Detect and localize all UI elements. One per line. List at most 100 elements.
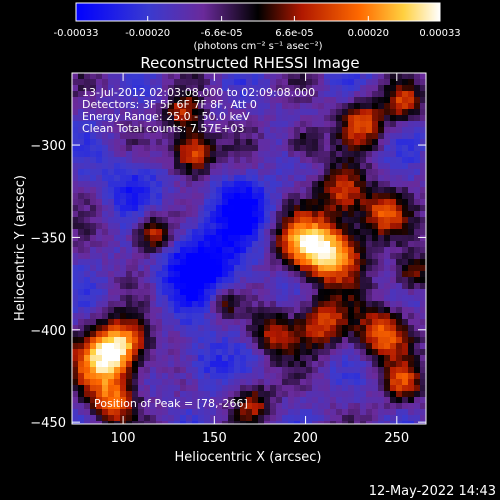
image-pixel	[102, 277, 108, 283]
image-pixel	[174, 217, 180, 223]
image-pixel	[174, 223, 180, 229]
image-pixel	[108, 343, 114, 349]
image-pixel	[162, 391, 168, 397]
image-pixel	[126, 349, 132, 355]
image-pixel	[384, 85, 390, 91]
image-pixel	[150, 421, 156, 424]
image-pixel	[102, 163, 108, 169]
image-pixel	[114, 415, 120, 421]
image-pixel	[336, 157, 342, 163]
image-pixel	[216, 337, 222, 343]
image-pixel	[180, 145, 186, 151]
image-pixel	[342, 343, 348, 349]
image-pixel	[396, 253, 402, 259]
image-pixel	[324, 157, 330, 163]
image-pixel	[240, 355, 246, 361]
image-pixel	[132, 373, 138, 379]
image-pixel	[402, 415, 408, 421]
image-pixel	[288, 223, 294, 229]
image-pixel	[414, 259, 420, 265]
image-pixel	[324, 271, 330, 277]
image-pixel	[390, 169, 396, 175]
image-pixel	[198, 403, 204, 409]
image-pixel	[120, 175, 126, 181]
image-pixel	[90, 265, 96, 271]
image-pixel	[270, 103, 276, 109]
image-pixel	[156, 151, 162, 157]
image-pixel	[198, 343, 204, 349]
image-pixel	[150, 259, 156, 265]
image-pixel	[240, 331, 246, 337]
image-pixel	[282, 271, 288, 277]
image-pixel	[84, 349, 90, 355]
image-pixel	[108, 265, 114, 271]
image-pixel	[264, 307, 270, 313]
image-pixel	[402, 115, 408, 121]
image-pixel	[330, 193, 336, 199]
image-pixel	[204, 187, 210, 193]
image-pixel	[96, 325, 102, 331]
image-pixel	[192, 103, 198, 109]
image-pixel	[84, 235, 90, 241]
image-pixel	[234, 385, 240, 391]
image-pixel	[228, 415, 234, 421]
image-pixel	[240, 319, 246, 325]
image-pixel	[228, 277, 234, 283]
image-pixel	[378, 373, 384, 379]
image-pixel	[342, 187, 348, 193]
image-pixel	[138, 157, 144, 163]
image-pixel	[228, 367, 234, 373]
image-pixel	[120, 211, 126, 217]
image-pixel	[414, 349, 420, 355]
image-pixel	[126, 289, 132, 295]
image-pixel	[378, 211, 384, 217]
image-pixel	[204, 223, 210, 229]
image-pixel	[78, 169, 84, 175]
image-pixel	[390, 151, 396, 157]
image-pixel	[420, 289, 426, 295]
image-pixel	[144, 373, 150, 379]
image-pixel	[390, 139, 396, 145]
image-pixel	[240, 205, 246, 211]
image-pixel	[414, 289, 420, 295]
image-pixel	[408, 373, 414, 379]
image-pixel	[354, 85, 360, 91]
image-pixel	[72, 295, 78, 301]
image-pixel	[312, 109, 318, 115]
image-pixel	[102, 91, 108, 97]
image-pixel	[324, 307, 330, 313]
image-pixel	[396, 79, 402, 85]
image-pixel	[150, 241, 156, 247]
image-pixel	[240, 223, 246, 229]
image-pixel	[414, 385, 420, 391]
image-pixel	[132, 145, 138, 151]
image-pixel	[222, 397, 228, 403]
image-pixel	[234, 295, 240, 301]
image-pixel	[144, 241, 150, 247]
image-pixel	[72, 391, 78, 397]
image-pixel	[306, 157, 312, 163]
image-pixel	[108, 361, 114, 367]
image-pixel	[126, 343, 132, 349]
image-pixel	[96, 301, 102, 307]
image-pixel	[72, 199, 78, 205]
image-pixel	[210, 331, 216, 337]
image-pixel	[348, 103, 354, 109]
image-pixel	[96, 163, 102, 169]
image-pixel	[102, 355, 108, 361]
image-pixel	[324, 295, 330, 301]
image-pixel	[402, 271, 408, 277]
image-pixel	[366, 397, 372, 403]
image-pixel	[216, 73, 222, 79]
image-pixel	[342, 271, 348, 277]
image-pixel	[408, 349, 414, 355]
image-pixel	[288, 211, 294, 217]
image-pixel	[144, 397, 150, 403]
image-pixel	[396, 97, 402, 103]
image-pixel	[234, 283, 240, 289]
image-pixel	[114, 145, 120, 151]
image-pixel	[366, 313, 372, 319]
image-pixel	[258, 145, 264, 151]
image-pixel	[288, 73, 294, 79]
image-pixel	[252, 403, 258, 409]
